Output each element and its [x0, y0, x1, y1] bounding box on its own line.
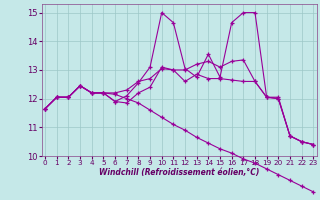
X-axis label: Windchill (Refroidissement éolien,°C): Windchill (Refroidissement éolien,°C): [99, 168, 260, 177]
